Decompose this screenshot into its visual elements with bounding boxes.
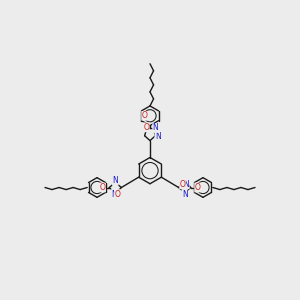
Text: O: O	[115, 190, 120, 199]
Text: O: O	[142, 111, 148, 120]
Text: N: N	[112, 176, 118, 185]
Text: N: N	[155, 132, 161, 141]
Text: N: N	[153, 124, 158, 133]
Text: N: N	[184, 180, 189, 189]
Text: O: O	[180, 180, 185, 189]
Text: O: O	[100, 183, 105, 192]
Text: O: O	[195, 183, 200, 192]
Text: N: N	[111, 190, 116, 199]
Text: N: N	[182, 190, 188, 199]
Text: O: O	[143, 123, 149, 132]
